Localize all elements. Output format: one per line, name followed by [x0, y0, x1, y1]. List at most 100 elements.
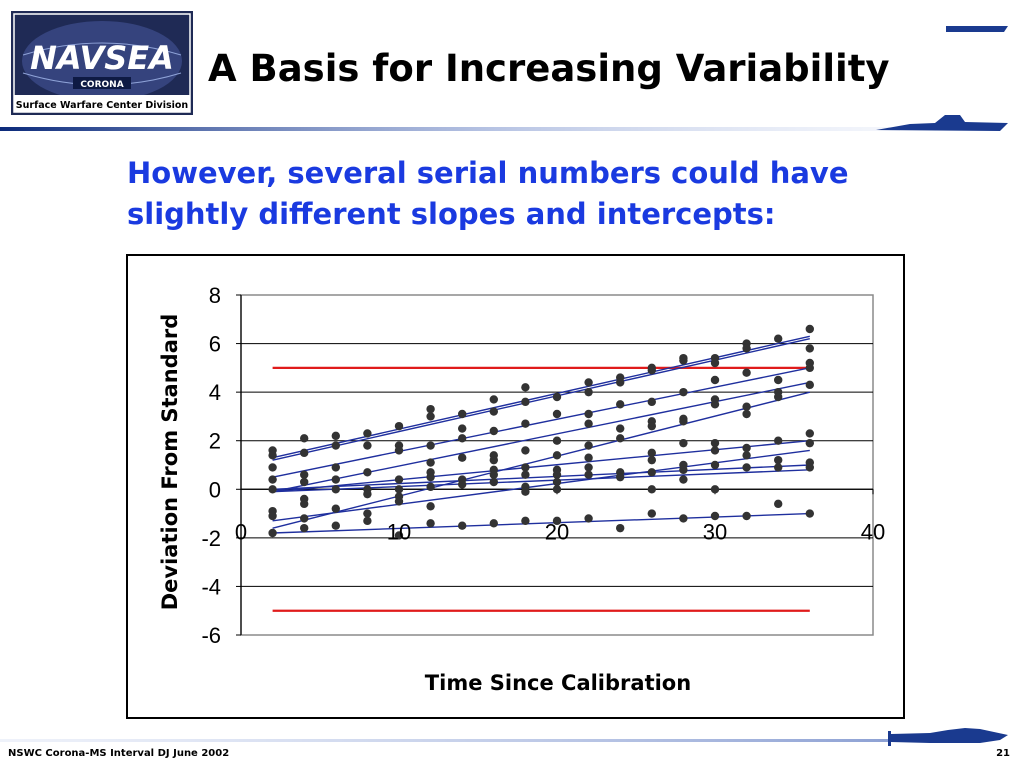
data-point: [300, 499, 309, 509]
data-point: [521, 419, 530, 428]
page-number: 21: [996, 748, 1010, 759]
y-tick-label: 8: [209, 283, 221, 308]
data-point: [489, 519, 498, 528]
data-point: [679, 387, 688, 397]
fit-line: [272, 335, 810, 459]
data-point: [679, 465, 688, 475]
data-point: [552, 516, 562, 526]
data-point: [521, 516, 530, 526]
data-point: [805, 344, 814, 353]
data-point: [710, 400, 720, 409]
data-point: [552, 436, 562, 445]
data-point: [331, 504, 340, 513]
data-point: [647, 455, 656, 465]
logo-location: CORONA: [80, 80, 123, 90]
data-point: [363, 468, 372, 477]
y-tick-label: 4: [209, 380, 221, 405]
data-point: [426, 519, 435, 528]
data-point: [710, 375, 720, 385]
data-point: [552, 409, 562, 419]
logo-wordmark: NAVSEA: [30, 39, 174, 77]
y-axis-label: Deviation From Standard: [158, 314, 182, 611]
slide-subtitle: However, several serial numbers could ha…: [127, 156, 849, 231]
data-point: [521, 463, 530, 472]
data-point: [742, 443, 751, 453]
data-point: [458, 424, 467, 433]
data-point: [647, 366, 656, 375]
logo-division: Surface Warfare Center Division: [16, 100, 189, 111]
data-point: [363, 516, 372, 526]
data-point: [774, 463, 783, 472]
data-point: [458, 434, 467, 443]
data-point: [521, 487, 530, 496]
fit-line: [272, 440, 810, 493]
limit-lines: [272, 366, 810, 612]
data-point: [521, 470, 530, 479]
data-point: [647, 509, 656, 518]
data-point: [774, 334, 783, 343]
fit-line: [272, 338, 810, 461]
data-point: [584, 453, 593, 462]
data-point: [268, 485, 277, 494]
data-point: [710, 511, 720, 521]
x-tick-label: 40: [861, 519, 885, 544]
data-point: [331, 431, 340, 441]
data-point: [331, 463, 340, 472]
x-tick-labels: 0 10 20 30 40: [235, 519, 885, 544]
data-point: [647, 468, 656, 477]
data-point: [489, 477, 498, 487]
navsea-logo: NAVSEA CORONA Surface Warfare Center Div…: [11, 11, 193, 115]
data-point: [584, 419, 593, 428]
data-point: [300, 448, 309, 458]
data-point: [426, 458, 435, 467]
y-tick-label: -4: [201, 574, 221, 599]
data-point: [394, 475, 404, 484]
data-point: [331, 485, 340, 494]
fit-line: [272, 512, 810, 534]
data-point: [774, 499, 783, 509]
data-point: [268, 463, 277, 472]
data-point: [710, 485, 720, 494]
data-point: [710, 446, 720, 455]
data-point: [521, 383, 530, 392]
data-point: [679, 514, 688, 523]
x-tick-label: 30: [703, 519, 727, 544]
data-point: [363, 441, 372, 450]
data-points: [268, 324, 814, 540]
data-point: [331, 441, 340, 450]
header-decoration: [0, 26, 1008, 131]
data-point: [774, 392, 783, 402]
data-point: [647, 397, 656, 407]
data-point: [647, 421, 656, 431]
data-point: [616, 378, 625, 387]
fit-line: [272, 449, 810, 522]
data-point: [268, 475, 277, 484]
data-point: [584, 514, 593, 523]
data-point: [616, 400, 625, 409]
header-underline: [0, 127, 900, 131]
data-point: [616, 424, 625, 433]
data-point: [426, 482, 435, 492]
data-point: [805, 363, 814, 373]
data-point: [458, 480, 467, 489]
data-point: [616, 434, 625, 443]
data-point: [363, 429, 372, 438]
data-point: [458, 521, 467, 530]
y-tick-label: 6: [209, 332, 221, 357]
data-point: [426, 441, 435, 450]
data-point: [584, 441, 593, 450]
data-point: [679, 356, 688, 365]
data-point: [805, 429, 814, 438]
data-point: [394, 421, 404, 431]
data-point: [489, 407, 498, 416]
data-point: [552, 451, 562, 460]
data-point: [331, 475, 340, 484]
data-point: [489, 426, 498, 436]
x-axis-label: Time Since Calibration: [425, 671, 691, 695]
data-point: [394, 446, 404, 455]
x-tick-label: 20: [545, 519, 569, 544]
data-point: [742, 511, 751, 521]
fit-line: [272, 367, 810, 478]
data-point: [300, 477, 309, 487]
